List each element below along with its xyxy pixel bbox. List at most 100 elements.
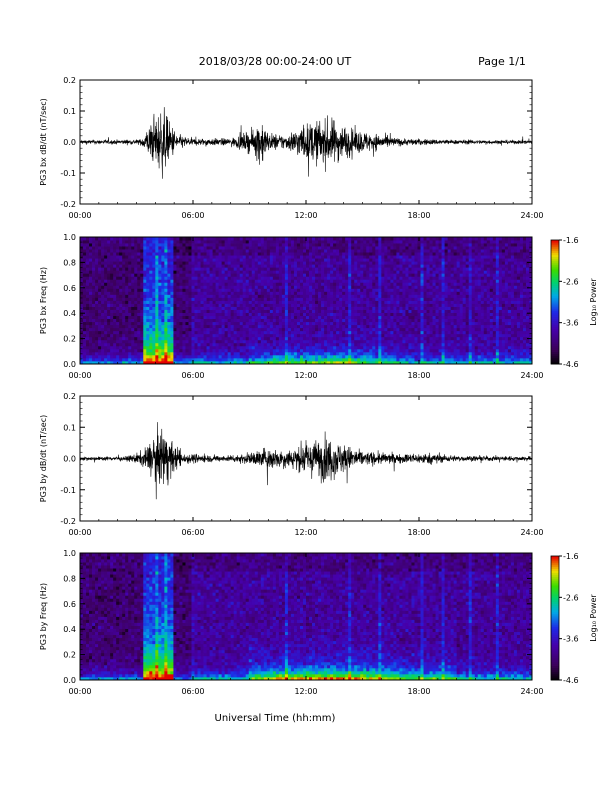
heatmap-cell xyxy=(131,252,135,256)
heatmap-cell xyxy=(233,321,238,326)
heatmap-cell xyxy=(299,288,304,292)
heatmap-cell xyxy=(414,333,418,338)
heatmap-cell xyxy=(128,279,132,283)
heatmap-cell xyxy=(164,264,168,268)
heatmap-cell xyxy=(423,294,427,298)
heatmap-cell xyxy=(315,291,319,295)
heatmap-cell xyxy=(146,282,150,286)
heatmap-cell xyxy=(254,324,259,329)
heatmap-cell xyxy=(143,300,147,304)
heatmap-cell xyxy=(104,255,108,259)
heatmap-cell xyxy=(209,345,213,350)
heatmap-cell xyxy=(155,342,159,347)
heatmap-cell xyxy=(315,318,319,323)
heatmap-cell xyxy=(402,312,406,317)
heatmap-cell xyxy=(423,345,427,350)
heatmap-cell xyxy=(245,297,250,301)
heatmap-cell xyxy=(194,264,198,268)
heatmap-cell xyxy=(381,336,385,341)
heatmap-cell xyxy=(396,276,400,280)
heatmap-cell xyxy=(110,318,114,323)
heatmap-cell xyxy=(194,246,198,250)
heatmap-cell xyxy=(92,291,96,295)
heatmap-cell xyxy=(405,297,409,301)
heatmap-cell xyxy=(348,330,352,335)
heatmap-cell xyxy=(278,258,283,262)
heatmap-cell xyxy=(227,258,232,262)
heatmap-cell xyxy=(339,285,343,289)
heatmap-cell xyxy=(173,327,177,332)
heatmap-cell xyxy=(149,267,153,271)
heatmap-cell xyxy=(224,333,229,338)
heatmap-cell xyxy=(200,330,204,335)
heatmap-cell xyxy=(384,342,388,347)
heatmap-cell xyxy=(284,321,289,326)
heatmap-cell xyxy=(101,321,105,326)
heatmap-cell xyxy=(330,324,334,329)
heatmap-cell xyxy=(351,360,355,365)
heatmap-cell xyxy=(170,261,174,265)
heatmap-cell xyxy=(309,243,313,247)
heatmap-cell xyxy=(284,276,289,280)
heatmap-cell xyxy=(161,261,165,265)
heatmap-cell xyxy=(119,306,123,310)
heatmap-cell xyxy=(233,255,238,259)
heatmap-cell xyxy=(348,273,352,277)
heatmap-cell xyxy=(312,333,316,338)
heatmap-cell xyxy=(390,273,394,277)
heatmap-cell xyxy=(309,282,313,286)
heatmap-cell xyxy=(360,243,364,247)
heatmap-cell xyxy=(134,282,138,286)
heatmap-cell xyxy=(140,297,144,301)
heatmap-cell xyxy=(281,315,286,320)
heatmap-cell xyxy=(272,303,277,307)
heatmap-cell xyxy=(339,273,343,277)
heatmap-cell xyxy=(179,252,183,256)
heatmap-cell xyxy=(182,282,186,286)
heatmap-cell xyxy=(324,240,328,244)
heatmap-cell xyxy=(239,351,244,356)
heatmap-cell xyxy=(83,351,87,356)
heatmap-cell xyxy=(191,246,195,250)
heatmap-cell xyxy=(95,294,99,298)
heatmap-cell xyxy=(227,354,232,359)
heatmap-cell xyxy=(339,267,343,271)
heatmap-cell xyxy=(272,309,277,313)
heatmap-cell xyxy=(257,255,262,259)
heatmap-cell xyxy=(104,330,108,335)
heatmap-cell xyxy=(263,276,268,280)
heatmap-cell xyxy=(113,360,117,365)
heatmap-cell xyxy=(152,312,156,317)
x-axis-bx-dbdt: 00:00 06:00 12:00 18:00 24:00 xyxy=(68,80,544,220)
heatmap-cell xyxy=(330,327,334,332)
heatmap-cell xyxy=(251,270,256,274)
heatmap-cell xyxy=(92,279,96,283)
heatmap-cell xyxy=(182,285,186,289)
heatmap-cell xyxy=(275,324,280,329)
heatmap-cell xyxy=(387,264,391,268)
heatmap-cell xyxy=(284,297,289,301)
heatmap-cell xyxy=(312,309,316,313)
heatmap-cell xyxy=(290,336,295,341)
heatmap-cell xyxy=(336,327,340,332)
heatmap-cell xyxy=(209,354,213,359)
heatmap-cell xyxy=(402,276,406,280)
heatmap-cell xyxy=(104,342,108,347)
heatmap-cell xyxy=(155,243,159,247)
heatmap-cell xyxy=(170,330,174,335)
heatmap-cell xyxy=(179,300,183,304)
heatmap-cell xyxy=(143,312,147,317)
heatmap-cell xyxy=(263,357,268,362)
heatmap-cell xyxy=(275,330,280,335)
heatmap-cell xyxy=(266,297,271,301)
heatmap-cell xyxy=(399,249,403,253)
heatmap-cell xyxy=(290,333,295,338)
heatmap-cell xyxy=(281,300,286,304)
heatmap-cell xyxy=(230,240,235,244)
heatmap-cell xyxy=(342,270,346,274)
heatmap-cell xyxy=(411,282,415,286)
heatmap-cell xyxy=(86,348,90,353)
heatmap-cell xyxy=(315,243,319,247)
heatmap-cell xyxy=(170,288,174,292)
heatmap-cell xyxy=(321,330,325,335)
